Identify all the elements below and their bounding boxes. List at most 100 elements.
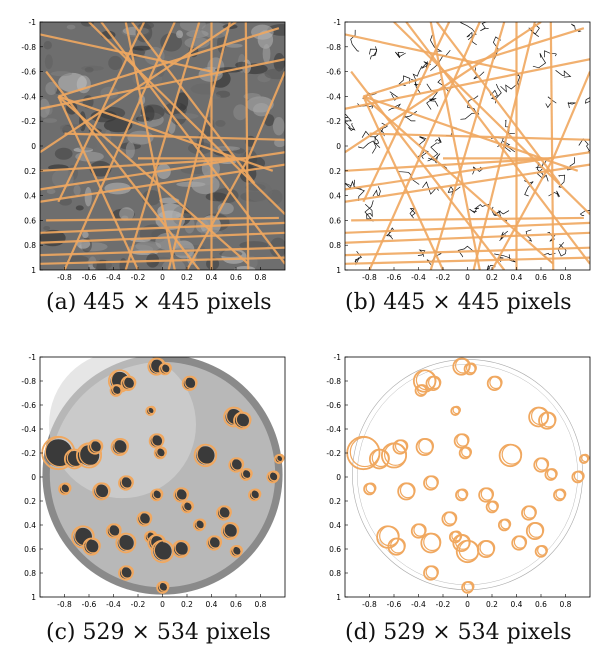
texture-blob [176,30,184,39]
x-tick-label: -0.4 [411,600,426,609]
y-tick-label: -0.2 [21,117,36,126]
detected-line [88,22,285,215]
detected-circle [425,565,439,579]
detected-circle [416,384,428,396]
texture-blob [140,104,165,120]
texture-blob [103,118,133,133]
image-area [40,357,285,597]
detected-line [46,216,279,222]
detected-circle [454,534,471,550]
plot-b: -1 -0.8 -0.6 -0.4 -0.2 0 0.2 0.4 0.6 0.8 1 -0.8 -0.6… [326,18,591,282]
y-tick-label: 0.6 [24,545,36,554]
detected-line [369,132,590,141]
detected-circle [94,482,111,499]
detected-circle [399,482,416,499]
x-tick-label: -0.4 [106,600,121,609]
detected-line [167,22,231,270]
y-tick-label: 0.6 [329,216,341,225]
texture-blob [176,92,189,111]
y-tick-label: 0.6 [329,545,341,554]
detected-line [393,22,590,215]
edge-contour [373,46,378,57]
x-tick-label: 0 [465,600,470,609]
edge-contour [434,137,442,144]
detected-circle [413,523,427,537]
colony [84,539,99,554]
detected-circle [175,487,190,501]
texture-blob [105,256,112,270]
colony [196,446,215,465]
texture-blob [273,53,285,72]
texture-blob [179,22,206,32]
y-tick-label: 0 [336,142,341,151]
detected-circle [151,433,165,447]
detected-line [345,246,590,257]
detected-line [57,95,139,270]
detected-circle [111,384,123,396]
y-tick-label: -0.4 [326,425,341,434]
detected-line [345,58,590,110]
detected-line [40,246,285,257]
texture-blob [44,54,53,70]
edge-contour [348,123,356,131]
detected-circle [479,540,496,556]
edge-contour [428,153,441,164]
edge-contour [361,130,381,149]
detected-line [362,22,451,203]
detected-circle [147,405,156,415]
colony [94,484,109,499]
edge-background [345,357,590,597]
texture-blob [43,225,51,231]
y-tick-label: 0.6 [24,216,36,225]
detected-circle [60,482,72,494]
panel-d: -1 -0.8 -0.6 -0.4 -0.2 0 0.2 0.4 0.6 0.8 1 -0.8 -0.6… [305,335,610,659]
detected-circle [108,523,122,537]
x-tick-label: -0.8 [362,273,377,282]
detected-circle [443,511,458,525]
x-tick-label: -0.8 [57,273,72,282]
y-tick-label: -0.4 [21,92,36,101]
y-tick-label: -1 [334,353,342,362]
detected-circle [513,535,528,549]
detected-circle [232,544,243,556]
x-tick-label: 0.8 [560,273,572,282]
edge-contour [427,142,439,162]
edge-contour [397,171,420,185]
texture-blob [132,45,152,51]
edge-contour [374,127,384,144]
detected-circle [183,500,194,512]
detected-circle [573,470,585,482]
detected-circle [268,470,280,482]
edge-contour [353,179,365,201]
edge-contour [372,186,381,197]
detected-line [57,22,146,203]
texture-blob [75,205,84,211]
y-tick-label: 0.2 [24,167,36,176]
colony [153,542,172,561]
detected-circle [195,518,207,530]
x-tick-label: -0.6 [387,600,402,609]
detected-circle [452,405,461,415]
detected-circle [540,411,557,428]
edge-contour [358,140,377,154]
y-tick-label: 0.4 [329,192,341,201]
detected-line [244,22,250,270]
detected-circle [349,436,381,468]
detected-circle [528,522,545,538]
y-tick-label: -1 [334,18,342,27]
detected-circle [371,448,390,468]
edge-contour [354,250,362,266]
x-tick-label: 0 [465,273,470,282]
edge-contour [457,245,475,258]
texture-blob [58,72,87,93]
texture-blob [234,266,256,270]
colony [117,534,134,552]
texture-blob [184,37,210,49]
detected-line [345,256,590,265]
y-tick-label: 0.8 [24,569,36,578]
detected-line [552,71,590,159]
x-tick-label: -0.2 [131,273,146,282]
detected-circle [74,525,95,547]
y-tick-label: -0.8 [21,43,36,52]
texture-blob [59,123,83,132]
